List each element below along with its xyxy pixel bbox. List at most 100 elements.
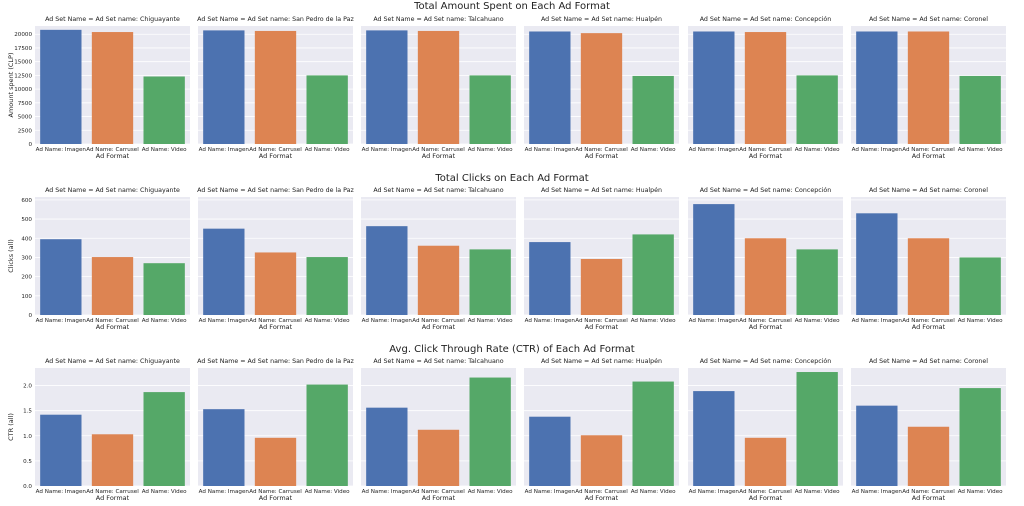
x-tick-label: Ad Name: Carrusel: [739, 489, 792, 495]
x-tick-label: Ad Name: Carrusel: [249, 489, 302, 495]
bar-ad-name-carrusel: [91, 32, 134, 144]
x-axis-label: Ad Format: [259, 323, 293, 331]
x-tick-label: Ad Name: Video: [631, 147, 676, 153]
x-tick-label: Ad Name: Video: [142, 147, 187, 153]
bar-ad-name-imagen: [203, 228, 245, 315]
bar-ad-name-carrusel: [417, 245, 460, 315]
y-tick-label: 20000: [14, 32, 32, 38]
x-tick-label: Ad Name: Carrusel: [249, 318, 302, 324]
y-tick-label: 12500: [14, 73, 32, 79]
facet-panel: Ad Set Name = Ad Set name: Concepción Ad …: [688, 186, 843, 331]
bar-ad-name-carrusel: [91, 434, 134, 486]
x-tick-label: Ad Name: Video: [305, 318, 350, 324]
facet-panel: Ad Set Name = Ad Set name: Talcahuano Ad …: [361, 187, 516, 331]
x-tick-label: Ad Name: Video: [305, 489, 350, 495]
bar-ad-name-carrusel: [744, 32, 787, 144]
x-tick-label: Ad Name: Video: [631, 489, 676, 495]
x-axis-label: Ad Format: [259, 494, 293, 502]
facet-title: Ad Set Name = Ad Set name: San Pedro de …: [197, 187, 354, 194]
facet-panel: Ad Set Name = Ad Set name: Hualpén Ad Nam…: [524, 186, 679, 331]
x-tick-label: Ad Name: Imagen: [852, 147, 903, 153]
bar-ad-name-video: [632, 75, 674, 144]
bar-ad-name-carrusel: [417, 30, 460, 144]
bar-ad-name-video: [469, 75, 511, 144]
bar-ad-name-carrusel: [907, 238, 950, 315]
bar-ad-name-imagen: [40, 239, 82, 315]
x-axis-label: Ad Format: [422, 494, 456, 502]
bar-ad-name-video: [959, 388, 1001, 486]
y-tick-label: 500: [21, 217, 32, 223]
y-tick-label: 0.0: [23, 484, 32, 490]
x-tick-label: Ad Name: Video: [795, 147, 840, 153]
bar-ad-name-video: [796, 249, 838, 315]
x-tick-label: Ad Name: Video: [468, 489, 513, 495]
x-axis-label: Ad Format: [259, 152, 293, 160]
y-tick-label: 0: [28, 142, 32, 148]
x-tick-label: Ad Name: Carrusel: [575, 318, 628, 324]
x-tick-label: Ad Name: Carrusel: [86, 147, 139, 153]
y-tick-label: 10000: [14, 87, 32, 93]
facet-title: Ad Set Name = Ad Set name: Talcahuano: [373, 16, 503, 23]
bar-ad-name-imagen: [529, 242, 571, 315]
facet-title: Ad Set Name = Ad Set name: Chiguayante: [45, 187, 180, 194]
facet-panel: Ad Set Name = Ad Set name: Chiguayante Ad…: [35, 16, 190, 160]
x-tick-label: Ad Name: Video: [958, 318, 1003, 324]
chart-title: Total Amount Spent on Each Ad Format: [413, 1, 610, 12]
y-axis-label: CTR (all): [7, 413, 15, 441]
facet-panel: Ad Set Name = Ad Set name: San Pedro de …: [197, 187, 354, 331]
facet-title: Ad Set Name = Ad Set name: San Pedro de …: [197, 358, 354, 365]
bar-ad-name-video: [143, 263, 185, 315]
facet-title: Ad Set Name = Ad Set name: Coronel: [869, 187, 988, 194]
x-tick-label: Ad Name: Carrusel: [86, 489, 139, 495]
facet-title: Ad Set Name = Ad Set name: Chiguayante: [45, 16, 180, 23]
bar-ad-name-carrusel: [254, 437, 297, 486]
bar-ad-name-video: [469, 249, 511, 315]
chart-title: Avg. Click Through Rate (CTR) of Each Ad…: [389, 344, 634, 355]
x-tick-label: Ad Name: Carrusel: [902, 318, 955, 324]
x-tick-label: Ad Name: Carrusel: [739, 318, 792, 324]
y-tick-label: 600: [21, 198, 32, 204]
y-tick-label: 400: [21, 236, 32, 242]
x-tick-label: Ad Name: Carrusel: [575, 489, 628, 495]
x-tick-label: Ad Name: Carrusel: [412, 489, 465, 495]
x-axis-label: Ad Format: [96, 323, 130, 331]
bar-ad-name-imagen: [203, 30, 245, 144]
chart-row-1: Total Amount Spent on Each Ad Format Amou…: [7, 1, 1006, 160]
bar-ad-name-carrusel: [744, 437, 787, 486]
y-tick-label: 200: [21, 275, 32, 281]
x-tick-label: Ad Name: Imagen: [689, 318, 740, 324]
facet-title: Ad Set Name = Ad Set name: Coronel: [869, 358, 988, 365]
x-axis-label: Ad Format: [422, 323, 456, 331]
y-tick-label: 2.0: [23, 384, 32, 390]
facet-panel: Ad Set Name = Ad Set name: Chiguayante Ad…: [35, 358, 190, 502]
bar-ad-name-carrusel: [907, 426, 950, 486]
x-axis-label: Ad Format: [96, 152, 130, 160]
x-tick-label: Ad Name: Video: [795, 489, 840, 495]
bar-ad-name-video: [796, 372, 838, 486]
facet-panel: Ad Set Name = Ad Set name: Concepción Ad …: [688, 357, 843, 502]
x-tick-label: Ad Name: Video: [305, 147, 350, 153]
bar-ad-name-carrusel: [744, 238, 787, 315]
x-axis-label: Ad Format: [912, 494, 946, 502]
facet-title: Ad Set Name = Ad Set name: Hualpén: [541, 186, 662, 194]
x-tick-label: Ad Name: Imagen: [36, 489, 87, 495]
x-tick-label: Ad Name: Imagen: [852, 318, 903, 324]
x-tick-label: Ad Name: Video: [142, 318, 187, 324]
bar-ad-name-imagen: [40, 29, 82, 145]
x-tick-label: Ad Name: Carrusel: [739, 147, 792, 153]
bar-ad-name-video: [959, 257, 1001, 315]
facet-title: Ad Set Name = Ad Set name: Coronel: [869, 16, 988, 23]
facet-panel: Ad Set Name = Ad Set name: Talcahuano Ad …: [361, 358, 516, 502]
y-tick-label: 1.5: [23, 409, 32, 415]
x-tick-label: Ad Name: Video: [468, 147, 513, 153]
x-tick-label: Ad Name: Video: [958, 147, 1003, 153]
y-tick-label: 100: [21, 294, 32, 300]
x-tick-label: Ad Name: Imagen: [362, 489, 413, 495]
facet-title: Ad Set Name = Ad Set name: Chiguayante: [45, 358, 180, 365]
x-tick-label: Ad Name: Imagen: [36, 147, 87, 153]
y-tick-label: 17500: [14, 46, 32, 52]
facet-title: Ad Set Name = Ad Set name: Talcahuano: [373, 187, 503, 194]
bar-ad-name-carrusel: [580, 33, 623, 144]
